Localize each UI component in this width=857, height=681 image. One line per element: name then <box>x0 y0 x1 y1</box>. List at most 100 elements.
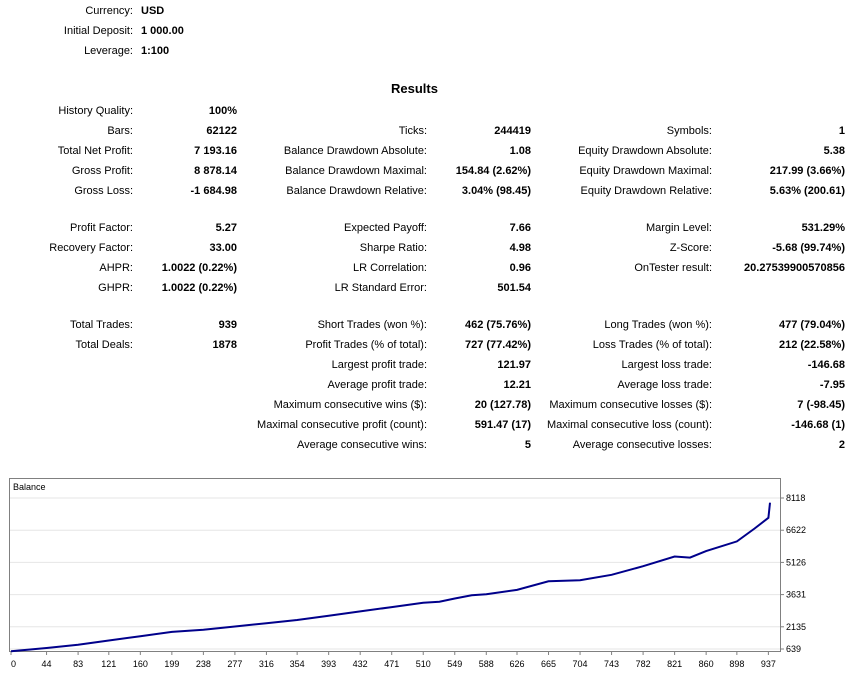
stat-value: 154.84 (2.62%) <box>455 165 531 177</box>
y-grid <box>10 497 784 650</box>
stat-value: 3.04% (98.45) <box>461 185 531 197</box>
stat-value: 8 878.14 <box>194 165 237 177</box>
stat-label: Balance Drawdown Absolute: <box>283 145 427 157</box>
stat-label: Recovery Factor: <box>49 242 133 254</box>
results-title: Results <box>391 81 438 96</box>
x-tick-label: 821 <box>667 659 682 669</box>
y-tick-label: 639 <box>786 644 801 654</box>
stat-label: Ticks: <box>398 125 427 137</box>
stat-label: Sharpe Ratio: <box>359 242 427 254</box>
stat-label: Average consecutive wins: <box>296 439 427 451</box>
stat-label: Gross Loss: <box>74 185 133 197</box>
stat-label: History Quality: <box>58 105 133 117</box>
stat-label: Maximum consecutive wins ($): <box>273 399 427 411</box>
plot-frame <box>9 478 781 652</box>
stat-value: -5.68 (99.74%) <box>772 242 845 254</box>
stat-value: 1 <box>838 125 845 137</box>
x-tick-label: 898 <box>729 659 744 669</box>
stat-value: -7.95 <box>819 379 845 391</box>
y-tick-label: 6622 <box>786 525 806 535</box>
x-axis-labels: 0 44 83 121 160 199 238 277 316 354 393 432 471 510 54… <box>11 659 776 669</box>
stat-label: Expected Payoff: <box>344 222 427 234</box>
stat-label: Maximum consecutive losses ($): <box>549 399 712 411</box>
stat-value: -1 684.98 <box>190 185 237 197</box>
stat-value: 33.00 <box>209 242 237 254</box>
stat-value: 1.0022 (0.22%) <box>161 282 237 294</box>
initial-deposit-value: 1 000.00 <box>141 25 184 37</box>
stat-value: 244419 <box>494 125 531 137</box>
stat-value: 0.96 <box>509 262 531 274</box>
stat-value: 100% <box>208 105 237 117</box>
stat-label: LR Standard Error: <box>334 282 427 294</box>
x-tick-label: 782 <box>636 659 651 669</box>
stat-value: 477 (79.04%) <box>778 319 845 331</box>
stat-label: Gross Profit: <box>71 165 133 177</box>
stat-label: Equity Drawdown Absolute: <box>578 145 712 157</box>
stat-value: 5 <box>524 439 531 451</box>
stat-value: 5.63% (200.61) <box>769 185 845 197</box>
stat-value: 20 (127.78) <box>474 399 531 411</box>
x-tick-label: 199 <box>164 659 179 669</box>
stat-label: Largest profit trade: <box>331 359 427 371</box>
stat-label: OnTester result: <box>634 262 712 274</box>
stat-label: Profit Trades (% of total): <box>305 339 427 351</box>
currency-value: USD <box>141 5 165 17</box>
stat-label: Average consecutive losses: <box>572 439 712 451</box>
x-tick-label: 549 <box>447 659 462 669</box>
stat-value: 217.99 (3.66%) <box>769 165 845 177</box>
stat-value: 939 <box>218 319 237 331</box>
stat-label: Symbols: <box>666 125 712 137</box>
x-tick-label: 704 <box>573 659 588 669</box>
x-tick-label: 121 <box>101 659 116 669</box>
stat-value: 7 (-98.45) <box>797 399 845 411</box>
stat-label: Maximal consecutive loss (count): <box>546 419 712 431</box>
stat-value: 462 (75.76%) <box>464 319 531 331</box>
stat-value: 7 193.16 <box>194 145 237 157</box>
x-tick-label: 354 <box>290 659 305 669</box>
x-tick-label: 160 <box>133 659 148 669</box>
stat-label: Margin Level: <box>645 222 712 234</box>
stat-value: 591.47 (17) <box>474 419 531 431</box>
x-tick-label: 471 <box>384 659 399 669</box>
stat-value: 121.97 <box>497 359 531 371</box>
x-tick-label: 393 <box>321 659 336 669</box>
x-tick-label: 44 <box>42 659 52 669</box>
stat-label: Total Net Profit: <box>57 145 133 157</box>
stat-value: 7.66 <box>509 222 531 234</box>
balance-chart: Balance 0 44 83 121 160 199 238 277 316 354 393 432… <box>9 478 849 678</box>
leverage-value: 1:100 <box>141 45 170 57</box>
currency-label: Currency: <box>85 5 133 17</box>
stat-value: 4.98 <box>509 242 531 254</box>
stat-label: Loss Trades (% of total): <box>592 339 712 351</box>
stat-label: Equity Drawdown Maximal: <box>579 165 712 177</box>
stat-label: Profit Factor: <box>70 222 133 234</box>
chart-title: Balance <box>13 482 46 492</box>
y-tick-label: 2135 <box>786 622 806 632</box>
stat-label: GHPR: <box>98 282 133 294</box>
stat-value: 5.38 <box>823 145 845 157</box>
stat-value: 1.08 <box>509 145 531 157</box>
initial-deposit-label: Initial Deposit: <box>63 25 133 37</box>
stat-value: -146.68 (1) <box>791 419 845 431</box>
stat-value: 501.54 <box>497 282 531 294</box>
stat-value: 12.21 <box>503 379 531 391</box>
y-tick-label: 8118 <box>786 493 805 503</box>
y-tick-label: 3631 <box>786 590 806 600</box>
x-tick-label: 432 <box>353 659 368 669</box>
stat-value: 2 <box>838 439 845 451</box>
stat-label: Average profit trade: <box>327 379 427 391</box>
x-tick-label: 0 <box>11 659 16 669</box>
x-tick-label: 510 <box>416 659 431 669</box>
y-axis-labels: 8118 6622 5126 3631 2135 639 <box>786 493 806 654</box>
stat-label: LR Correlation: <box>353 262 427 274</box>
stat-value: 20.27539900570856 <box>744 262 845 274</box>
stat-label: Balance Drawdown Maximal: <box>285 165 427 177</box>
stat-label: Long Trades (won %): <box>604 319 712 331</box>
stat-value: 531.29% <box>801 222 845 234</box>
x-tick-label: 937 <box>761 659 776 669</box>
stat-label: AHPR: <box>99 262 133 274</box>
stat-label: Largest loss trade: <box>621 359 713 371</box>
leverage-label: Leverage: <box>84 45 133 57</box>
x-tick-label: 665 <box>541 659 556 669</box>
stat-label: Average loss trade: <box>617 379 712 391</box>
